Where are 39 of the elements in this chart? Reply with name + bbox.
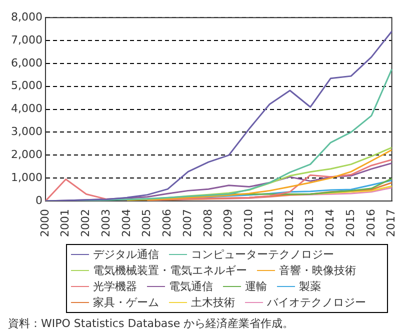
x-tick-label: 2005 [140, 209, 154, 238]
legend-label: 土木技術 [191, 295, 235, 310]
y-tick-label: 1,000 [10, 170, 42, 184]
x-tick-label: 2012 [282, 209, 296, 238]
x-tick-label: 2004 [120, 209, 133, 238]
x-tick-label: 2006 [160, 209, 174, 238]
legend-label: デジタル通信 [93, 247, 159, 262]
y-tick-label: 7,000 [10, 33, 42, 46]
legend-label: 光学機器 [93, 279, 137, 294]
legend-label: 音響・映像技術 [279, 263, 356, 278]
y-tick-label: 4,000 [10, 102, 42, 116]
x-tick-label: 2000 [38, 209, 52, 238]
text: 資料：WIPO Statistics Database から経済産業省作成。 [8, 316, 295, 331]
y-tick-label: 5,000 [10, 79, 42, 92]
y-tick-label: 8,000 [10, 10, 42, 24]
y-tick-label: 0 [35, 194, 42, 207]
x-tick-label: 2016 [364, 209, 378, 238]
x-tick-label: 2002 [79, 209, 92, 238]
x-tick-label: 2007 [180, 209, 194, 238]
x-tick-label: 2009 [222, 209, 235, 238]
legend-label: 運輸 [245, 279, 267, 294]
x-tick-label: 2013 [303, 209, 316, 238]
x-tick-label: 2001 [58, 209, 72, 238]
x-tick-label: 2003 [99, 209, 112, 238]
x-tick-label: 2008 [201, 209, 214, 238]
x-tick-label: 2014 [324, 209, 337, 238]
x-tick-label: 2010 [242, 209, 256, 238]
y-tick-label: 2,000 [10, 148, 42, 162]
legend-label: バイオテクノロジー [267, 295, 366, 310]
y-tick-label: 3,000 [10, 125, 42, 138]
y-tick-label: 6,000 [10, 56, 42, 70]
legend-label: 電気機械装置・電気エネルギー [93, 263, 247, 278]
legend-label: 家具・ゲーム [93, 295, 159, 310]
legend-label: コンピューターテクノロジー [191, 247, 334, 262]
legend-label: 電気通信 [169, 279, 213, 294]
x-tick-label: 2017 [384, 209, 398, 238]
x-tick-label: 2015 [344, 209, 357, 238]
x-tick-label: 2011 [262, 209, 276, 238]
legend-label: 製薬 [299, 279, 321, 294]
